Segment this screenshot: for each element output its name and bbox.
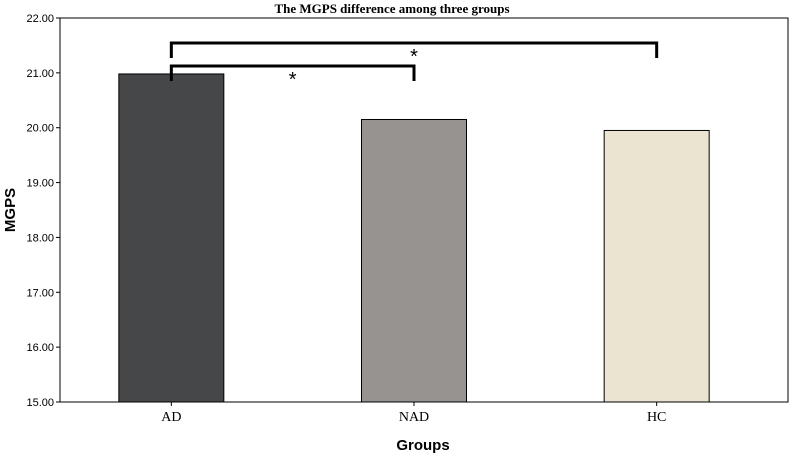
y-tick-label: 19.00	[26, 178, 54, 190]
bar	[361, 118, 467, 403]
significance-label: *	[410, 46, 418, 68]
y-tick-label: 15.00	[26, 397, 54, 409]
significance-bracket	[169, 41, 659, 58]
y-tick-label: 20.00	[26, 123, 54, 135]
x-tick-label: AD	[161, 410, 181, 425]
plot-area: 15.00 16.00 17.00 18.00 19.00 20.00 21.00 22.00…	[26, 13, 789, 425]
x-tick-label: HC	[647, 410, 666, 425]
significance-bracket	[169, 64, 416, 81]
y-axis-title: MGPS	[2, 188, 19, 232]
y-tick-label: 17.00	[26, 287, 54, 299]
x-tick-label: NAD	[399, 410, 429, 425]
significance-label: *	[289, 69, 297, 91]
y-tick-label: 18.00	[26, 232, 54, 244]
bar	[118, 73, 225, 403]
y-tick-label: 21.00	[26, 68, 54, 80]
y-tick-label: 22.00	[26, 13, 54, 25]
bar	[603, 129, 710, 403]
chart-title: The MGPS difference among three groups	[274, 1, 509, 16]
x-axis-title: Groups	[396, 437, 449, 454]
y-tick-label: 16.00	[26, 342, 54, 354]
